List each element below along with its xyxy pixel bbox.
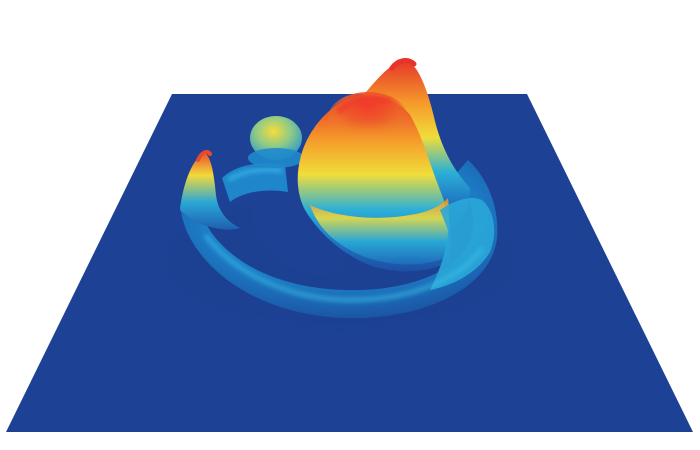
left-fin-edge <box>196 150 212 162</box>
ring-right-lobe <box>430 198 495 290</box>
ring-front-highlight <box>203 233 485 303</box>
central-front-band <box>310 198 450 265</box>
small-bump-base <box>248 148 304 168</box>
left-fin <box>180 152 240 230</box>
back-crest-tip <box>389 58 417 71</box>
small-bump <box>250 116 302 160</box>
bridge-tube-highlight <box>226 167 283 182</box>
peak-ridge <box>335 96 391 115</box>
